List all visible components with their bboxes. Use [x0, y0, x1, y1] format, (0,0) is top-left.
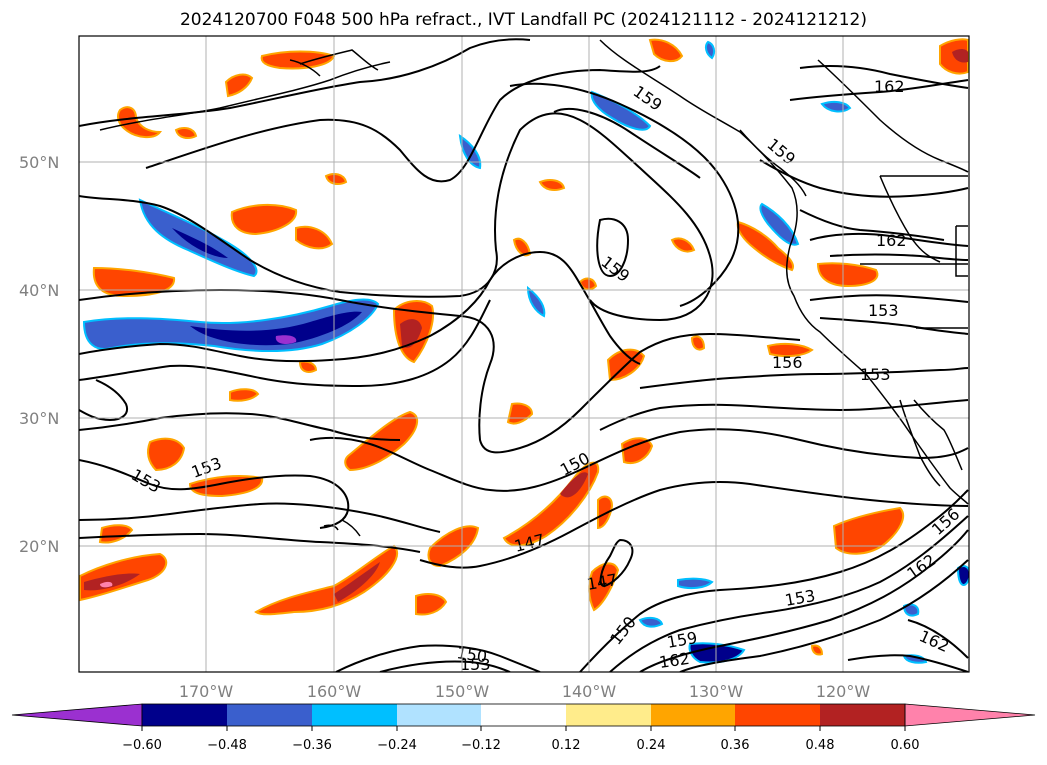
colorbar-tick-label: −0.48 [207, 738, 247, 753]
colorbar-segment [227, 704, 312, 726]
positive-anomaly-blob [816, 262, 879, 288]
colorbar-tick-label: −0.24 [377, 738, 417, 753]
negative-anomaly-blob [82, 298, 380, 352]
negative-anomaly-blob [956, 565, 969, 586]
contour-label: 162 [658, 649, 691, 672]
contour-label: 153 [460, 655, 491, 674]
lat-label: 20°N [19, 537, 59, 556]
negative-anomaly-blob [526, 285, 546, 318]
positive-anomaly-blob [230, 203, 298, 236]
lon-label: 120°W [816, 682, 871, 701]
lat-label: 50°N [19, 153, 59, 172]
positive-anomaly-blob [254, 544, 399, 616]
positive-anomaly-blob [670, 237, 696, 253]
contour-label: 153 [860, 365, 891, 384]
lon-label: 140°W [562, 682, 617, 701]
colorbar-tick-label: 0.48 [806, 738, 835, 753]
positive-anomaly-blob [810, 644, 824, 656]
contour-label: 156 [772, 353, 803, 372]
refractivity-contours [79, 38, 969, 672]
colorbar-segment [397, 704, 481, 726]
positive-anomaly-blob [260, 50, 336, 70]
colorbar-tick-label: 0.24 [637, 738, 666, 753]
positive-anomaly-blob [117, 106, 163, 138]
colorbar-tick-label: −0.36 [292, 738, 332, 753]
positive-anomaly-blob [295, 225, 334, 250]
lat-label: 40°N [19, 281, 59, 300]
longitude-labels: 170°W 160°W 150°W 140°W 130°W 120°W [179, 682, 871, 701]
colorbar: −0.60 −0.48 −0.36 −0.24 −0.12 0.12 0.24 … [11, 703, 1036, 753]
negative-anomaly-blob [759, 202, 800, 246]
positive-anomaly-blob [98, 524, 134, 544]
colorbar-tick-label: 0.36 [721, 738, 750, 753]
positive-anomaly-blob [147, 437, 186, 472]
negative-anomaly-blob [458, 133, 482, 170]
contour-label: 162 [876, 231, 907, 250]
positive-anomaly-blob [506, 402, 534, 425]
positive-anomaly-blob [229, 388, 260, 402]
positive-anomaly-blob [766, 342, 814, 358]
colorbar-extend-high [904, 703, 1036, 727]
plot-area [79, 36, 969, 672]
map-title: 2024120700 F048 500 hPa refract., IVT La… [179, 10, 867, 30]
positive-anomaly-blob [415, 593, 448, 616]
positive-anomaly-blob [736, 220, 794, 272]
positive-anomaly-blob [188, 475, 264, 498]
negative-anomaly-blob [138, 198, 258, 278]
colorbar-extend-low [11, 703, 143, 727]
colorbar-segment [481, 704, 566, 726]
colorbar-frame [141, 703, 906, 727]
positive-anomaly-blob [512, 237, 532, 257]
positive-anomaly-blob [620, 437, 654, 464]
lon-label: 170°W [179, 682, 234, 701]
positive-anomaly-blob [648, 38, 684, 62]
positive-anomaly-blob [324, 173, 348, 185]
lon-label: 150°W [435, 682, 490, 701]
positive-anomaly-blob [79, 552, 168, 602]
plot-frame [78, 35, 970, 673]
colorbar-tick-label: −0.12 [461, 738, 501, 753]
colorbar-segment [735, 704, 820, 726]
colorbar-segment [312, 704, 397, 726]
contour-label: 153 [868, 301, 899, 320]
positive-anomaly-blob [174, 127, 198, 139]
negative-anomaly-blob [902, 654, 928, 664]
colorbar-segment [651, 704, 735, 726]
positive-anomaly-blob [952, 49, 968, 63]
positive-anomaly-blob [344, 410, 419, 472]
positive-anomaly-blob [597, 495, 614, 530]
positive-anomaly-blob [224, 73, 254, 98]
colorbar-tick-label: 0.60 [891, 738, 920, 753]
colorbar-segment [566, 704, 651, 726]
negative-anomaly-blob [704, 40, 716, 60]
gridlines [79, 36, 969, 672]
negative-anomaly-blob [677, 577, 714, 590]
lon-label: 160°W [307, 682, 362, 701]
lon-label: 130°W [689, 682, 744, 701]
colorbar-segment [142, 704, 227, 726]
coastlines [99, 39, 969, 537]
positive-anomaly-blob [502, 461, 600, 547]
colorbar-segment [820, 704, 905, 726]
latitude-labels: 50°N 40°N 30°N 20°N [19, 153, 59, 556]
contour-label: 162 [874, 77, 905, 96]
positive-anomaly-blob [538, 179, 566, 191]
positive-anomaly-blob [690, 335, 706, 351]
negative-anomaly-blob [638, 616, 664, 628]
lat-label: 30°N [19, 409, 59, 428]
contour-label: 150 [455, 643, 488, 666]
positive-anomaly-blob [832, 506, 905, 555]
colorbar-tick-label: −0.60 [122, 738, 162, 753]
colorbar-tick-label: 0.12 [552, 738, 581, 753]
